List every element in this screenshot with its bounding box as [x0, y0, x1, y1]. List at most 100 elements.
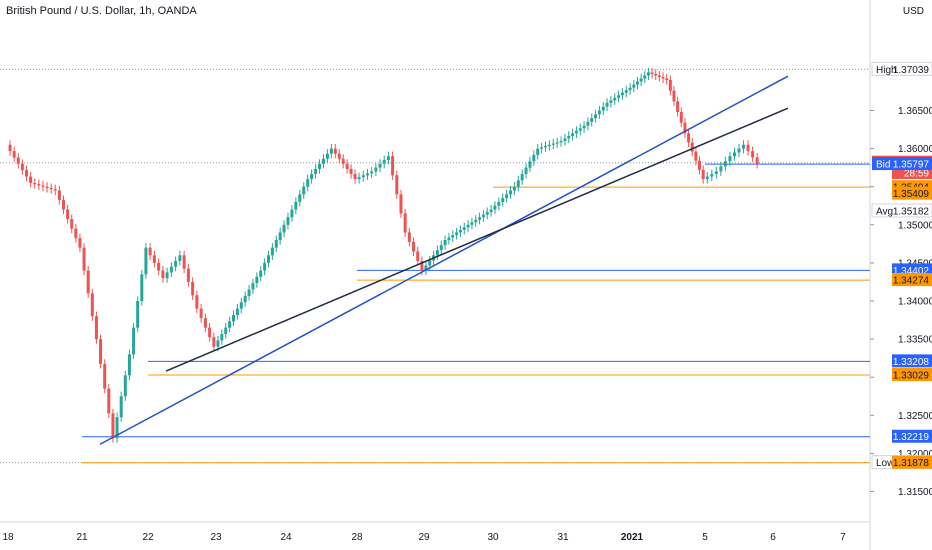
candle-body — [551, 143, 555, 145]
candle-body — [111, 413, 115, 439]
candle-body — [310, 174, 314, 180]
candle-body — [755, 157, 759, 164]
price-tag-prefix: Low — [876, 458, 895, 469]
price-tag-label: 1.35409 — [893, 189, 930, 200]
candle-body — [574, 130, 578, 134]
candle-body — [90, 293, 94, 317]
candle-body — [435, 250, 439, 256]
candle-body — [144, 247, 148, 275]
candle-body — [536, 148, 540, 155]
candle-body — [632, 84, 636, 88]
candle-body — [683, 122, 687, 134]
candle-body — [555, 142, 559, 144]
candle-body — [37, 184, 41, 186]
candle-body — [182, 255, 186, 269]
candle-body — [505, 194, 509, 199]
trend-line — [99, 75, 789, 445]
time-tick-label: 31 — [557, 532, 569, 543]
candle-body — [676, 101, 680, 113]
candle-body — [746, 144, 750, 152]
candle-body — [509, 190, 512, 195]
candle-body — [728, 156, 732, 162]
currency-label: USD — [903, 6, 924, 17]
candle-body — [270, 247, 274, 256]
candle-body — [528, 161, 532, 168]
price-tick-label: 1.32000 — [898, 449, 932, 460]
price-tick-label: 1.32500 — [898, 411, 932, 422]
candle-body — [620, 92, 624, 96]
price-tag — [871, 61, 932, 76]
candle-body — [714, 171, 718, 174]
candle-body — [501, 198, 505, 202]
candle-body — [687, 133, 691, 143]
candle-body — [617, 95, 621, 98]
candle-body — [594, 114, 598, 119]
candle-body — [563, 138, 567, 141]
candle-body — [243, 295, 247, 303]
candle-body — [353, 174, 357, 180]
candle-body — [601, 106, 605, 111]
candle-body — [127, 354, 131, 376]
candle-body — [53, 189, 57, 191]
candle-body — [742, 144, 746, 149]
candle-body — [489, 209, 493, 213]
price-tag — [892, 429, 932, 443]
candle-body — [341, 158, 345, 164]
candle-body — [609, 100, 613, 103]
candle-body — [86, 270, 90, 294]
candle-body — [321, 158, 325, 164]
candle-body — [597, 110, 601, 115]
time-tick-label: 24 — [280, 532, 292, 543]
candle-body — [298, 194, 302, 202]
candle-body — [70, 219, 74, 229]
candle-body — [25, 170, 28, 177]
time-tick-label: 28 — [351, 532, 363, 543]
candle-body — [661, 76, 665, 79]
candle-body — [82, 247, 86, 271]
candle-body — [559, 140, 563, 143]
candle-body — [497, 201, 501, 206]
chart-title: British Pound / U.S. Dollar, 1h, OANDA — [6, 5, 197, 17]
price-tag — [892, 368, 932, 382]
candle-body — [174, 261, 178, 267]
price-tick-label: 1.36000 — [898, 144, 932, 155]
candle-body — [349, 168, 353, 174]
candle-body — [605, 102, 609, 107]
candle-body — [208, 327, 212, 338]
candle-body — [578, 128, 582, 131]
candle-body — [524, 167, 528, 174]
time-tick-label: 30 — [487, 532, 499, 543]
candle-body — [462, 227, 466, 230]
candle-body — [329, 148, 333, 154]
candle-body — [212, 337, 216, 347]
candle-body — [361, 175, 365, 178]
candle-body — [282, 224, 286, 233]
candle-body — [737, 148, 741, 153]
candle-body — [370, 171, 374, 174]
candle-body — [8, 144, 12, 152]
candle-body — [407, 232, 411, 242]
candle-body — [157, 262, 161, 271]
candle-body — [152, 255, 156, 263]
candle-body — [333, 148, 337, 154]
candle-body — [263, 262, 267, 271]
candle-body — [571, 133, 575, 136]
candle-body — [395, 175, 399, 195]
price-tag-label: 1.31878 — [893, 458, 930, 469]
candle-body — [698, 160, 702, 170]
candle-body — [255, 276, 259, 284]
price-tag-label: 1.33029 — [893, 371, 930, 382]
candle-body — [99, 339, 103, 364]
candle-body — [259, 270, 263, 277]
candle-body — [416, 251, 420, 261]
candle-body — [247, 289, 251, 296]
candle-body — [103, 363, 107, 389]
candle-body — [719, 166, 723, 172]
price-tag-label: 1.35182 — [893, 206, 930, 217]
candle-body — [228, 321, 232, 328]
price-tag-label: 1.37039 — [893, 65, 930, 76]
candle-body — [41, 185, 45, 187]
candle-body — [386, 156, 390, 161]
candle-body — [123, 375, 127, 397]
